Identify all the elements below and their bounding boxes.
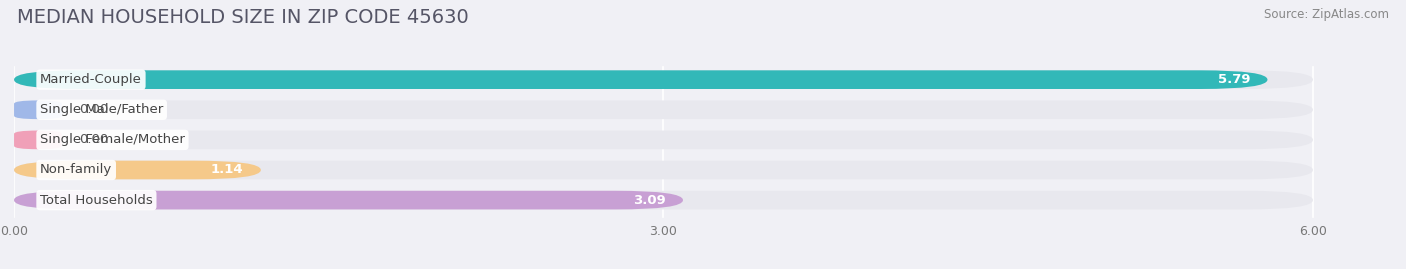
Text: Single Male/Father: Single Male/Father xyxy=(39,103,163,116)
FancyBboxPatch shape xyxy=(14,161,262,179)
FancyBboxPatch shape xyxy=(14,130,1313,149)
Text: 0.00: 0.00 xyxy=(79,103,108,116)
FancyBboxPatch shape xyxy=(14,130,62,149)
FancyBboxPatch shape xyxy=(14,191,1313,210)
Text: Total Households: Total Households xyxy=(39,194,153,207)
FancyBboxPatch shape xyxy=(14,100,62,119)
Text: MEDIAN HOUSEHOLD SIZE IN ZIP CODE 45630: MEDIAN HOUSEHOLD SIZE IN ZIP CODE 45630 xyxy=(17,8,468,27)
FancyBboxPatch shape xyxy=(14,191,683,210)
FancyBboxPatch shape xyxy=(14,100,1313,119)
Text: Single Female/Mother: Single Female/Mother xyxy=(39,133,186,146)
Text: Source: ZipAtlas.com: Source: ZipAtlas.com xyxy=(1264,8,1389,21)
FancyBboxPatch shape xyxy=(14,161,1313,179)
FancyBboxPatch shape xyxy=(14,70,1267,89)
Text: Married-Couple: Married-Couple xyxy=(39,73,142,86)
Text: 0.00: 0.00 xyxy=(79,133,108,146)
Text: Non-family: Non-family xyxy=(39,164,112,176)
Text: 5.79: 5.79 xyxy=(1218,73,1250,86)
Text: 1.14: 1.14 xyxy=(211,164,243,176)
Text: 3.09: 3.09 xyxy=(633,194,665,207)
FancyBboxPatch shape xyxy=(14,70,1313,89)
